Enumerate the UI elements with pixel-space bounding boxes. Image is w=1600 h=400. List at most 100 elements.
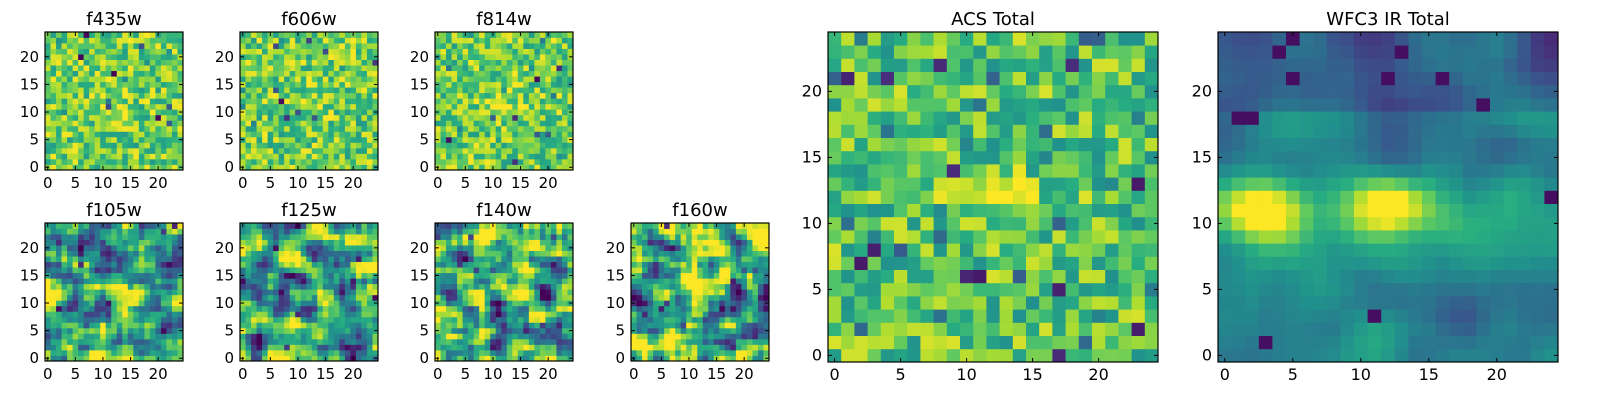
heatmap-cell	[89, 311, 96, 318]
heatmap-cell	[556, 43, 563, 49]
heatmap-cell	[251, 164, 257, 171]
heatmap-cell	[523, 261, 530, 268]
heatmap-cell	[89, 32, 96, 38]
heatmap-cell	[344, 234, 351, 240]
heatmap-cell	[56, 153, 62, 160]
heatmap-cell	[133, 43, 140, 49]
heatmap-cell	[240, 278, 246, 285]
heatmap-cell	[267, 256, 274, 263]
heatmap-cell	[451, 289, 458, 296]
heatmap-cell	[273, 344, 280, 351]
heatmap-cell	[160, 43, 167, 49]
heatmap-cell	[719, 349, 726, 356]
heatmap-cell	[523, 305, 530, 312]
heatmap-cell	[89, 142, 96, 149]
heatmap-cell	[138, 316, 145, 323]
heatmap-cell	[56, 48, 62, 55]
heatmap-cell	[763, 261, 770, 268]
heatmap-cell	[372, 305, 379, 312]
heatmap-cell	[262, 245, 268, 251]
heatmap-cell	[556, 245, 563, 251]
heatmap-cell	[490, 305, 497, 312]
heatmap-cell	[479, 87, 486, 94]
heatmap-cell	[56, 311, 62, 318]
heatmap-cell	[506, 109, 513, 116]
heatmap-cell	[127, 153, 134, 160]
heatmap-cell	[457, 32, 463, 38]
heatmap-cell	[333, 250, 340, 257]
heatmap-cell	[440, 114, 447, 121]
heatmap-cell	[545, 153, 552, 160]
heatmap-cell	[741, 234, 748, 240]
heatmap-cell	[446, 103, 452, 110]
heatmap-cell	[256, 120, 263, 127]
heatmap-cell	[631, 250, 637, 257]
heatmap-cell	[490, 294, 497, 301]
heatmap-cell	[462, 114, 469, 121]
x-tick-label: 10	[93, 365, 112, 383]
heatmap-cell	[256, 153, 263, 160]
heatmap-cell	[311, 278, 318, 285]
heatmap-cell	[1078, 296, 1093, 310]
heatmap-cell	[56, 65, 62, 72]
heatmap-cell	[61, 267, 68, 274]
heatmap-cell	[50, 261, 57, 268]
heatmap-cell	[116, 142, 123, 149]
heatmap-cell	[528, 81, 535, 88]
heatmap-cell	[133, 114, 140, 121]
heatmap-cell	[177, 289, 184, 296]
heatmap-cell	[960, 256, 974, 270]
heatmap-cell	[366, 37, 373, 44]
heatmap-cell	[517, 322, 524, 329]
heatmap-cell	[653, 355, 659, 362]
heatmap-cell	[517, 245, 524, 251]
heatmap-cell	[556, 109, 563, 116]
heatmap-cell	[306, 98, 313, 105]
heatmap-cell	[550, 114, 557, 121]
heatmap-cell	[166, 98, 173, 105]
heatmap-cell	[462, 158, 469, 165]
heatmap-cell	[328, 120, 335, 127]
heatmap-cell	[828, 296, 842, 310]
heatmap-cell	[300, 37, 307, 44]
heatmap-cell	[763, 267, 770, 274]
heatmap-cell	[479, 327, 486, 334]
heatmap-cell	[105, 136, 112, 143]
heatmap-cell	[501, 147, 508, 154]
heatmap-cell	[273, 142, 280, 149]
heatmap-cell	[697, 278, 704, 285]
heatmap-cell	[344, 120, 351, 127]
heatmap-cell	[328, 245, 335, 251]
heatmap-cell	[50, 289, 57, 296]
heatmap-cell	[946, 269, 961, 284]
heatmap-cell	[664, 267, 671, 274]
heatmap-cell	[653, 261, 659, 268]
heatmap-cell	[647, 305, 654, 312]
heatmap-cell	[317, 272, 324, 279]
heatmap-cell	[724, 322, 731, 329]
heatmap-cell	[171, 239, 178, 246]
heatmap-cell	[350, 245, 357, 251]
heatmap-cell	[267, 289, 274, 296]
heatmap-cell	[1026, 177, 1040, 191]
heatmap-cell	[50, 43, 57, 49]
heatmap-cell	[534, 59, 541, 66]
heatmap-cell	[116, 125, 123, 132]
heatmap-cell	[746, 272, 753, 279]
heatmap-cell	[468, 300, 475, 307]
heatmap-cell	[166, 43, 173, 49]
heatmap-cell	[78, 322, 85, 329]
heatmap-cell	[854, 177, 868, 191]
heatmap-cell	[45, 153, 51, 160]
heatmap-cell	[512, 59, 519, 66]
heatmap-cell	[171, 338, 178, 345]
heatmap-cell	[545, 142, 552, 149]
heatmap-cell	[752, 267, 759, 274]
heatmap-cell	[1039, 230, 1053, 244]
heatmap-cell	[344, 267, 351, 274]
heatmap-cell	[920, 269, 934, 284]
heatmap-cell	[490, 114, 497, 121]
heatmap-cell	[83, 355, 90, 362]
heatmap-cell	[473, 278, 480, 285]
heatmap-cell	[72, 153, 79, 160]
